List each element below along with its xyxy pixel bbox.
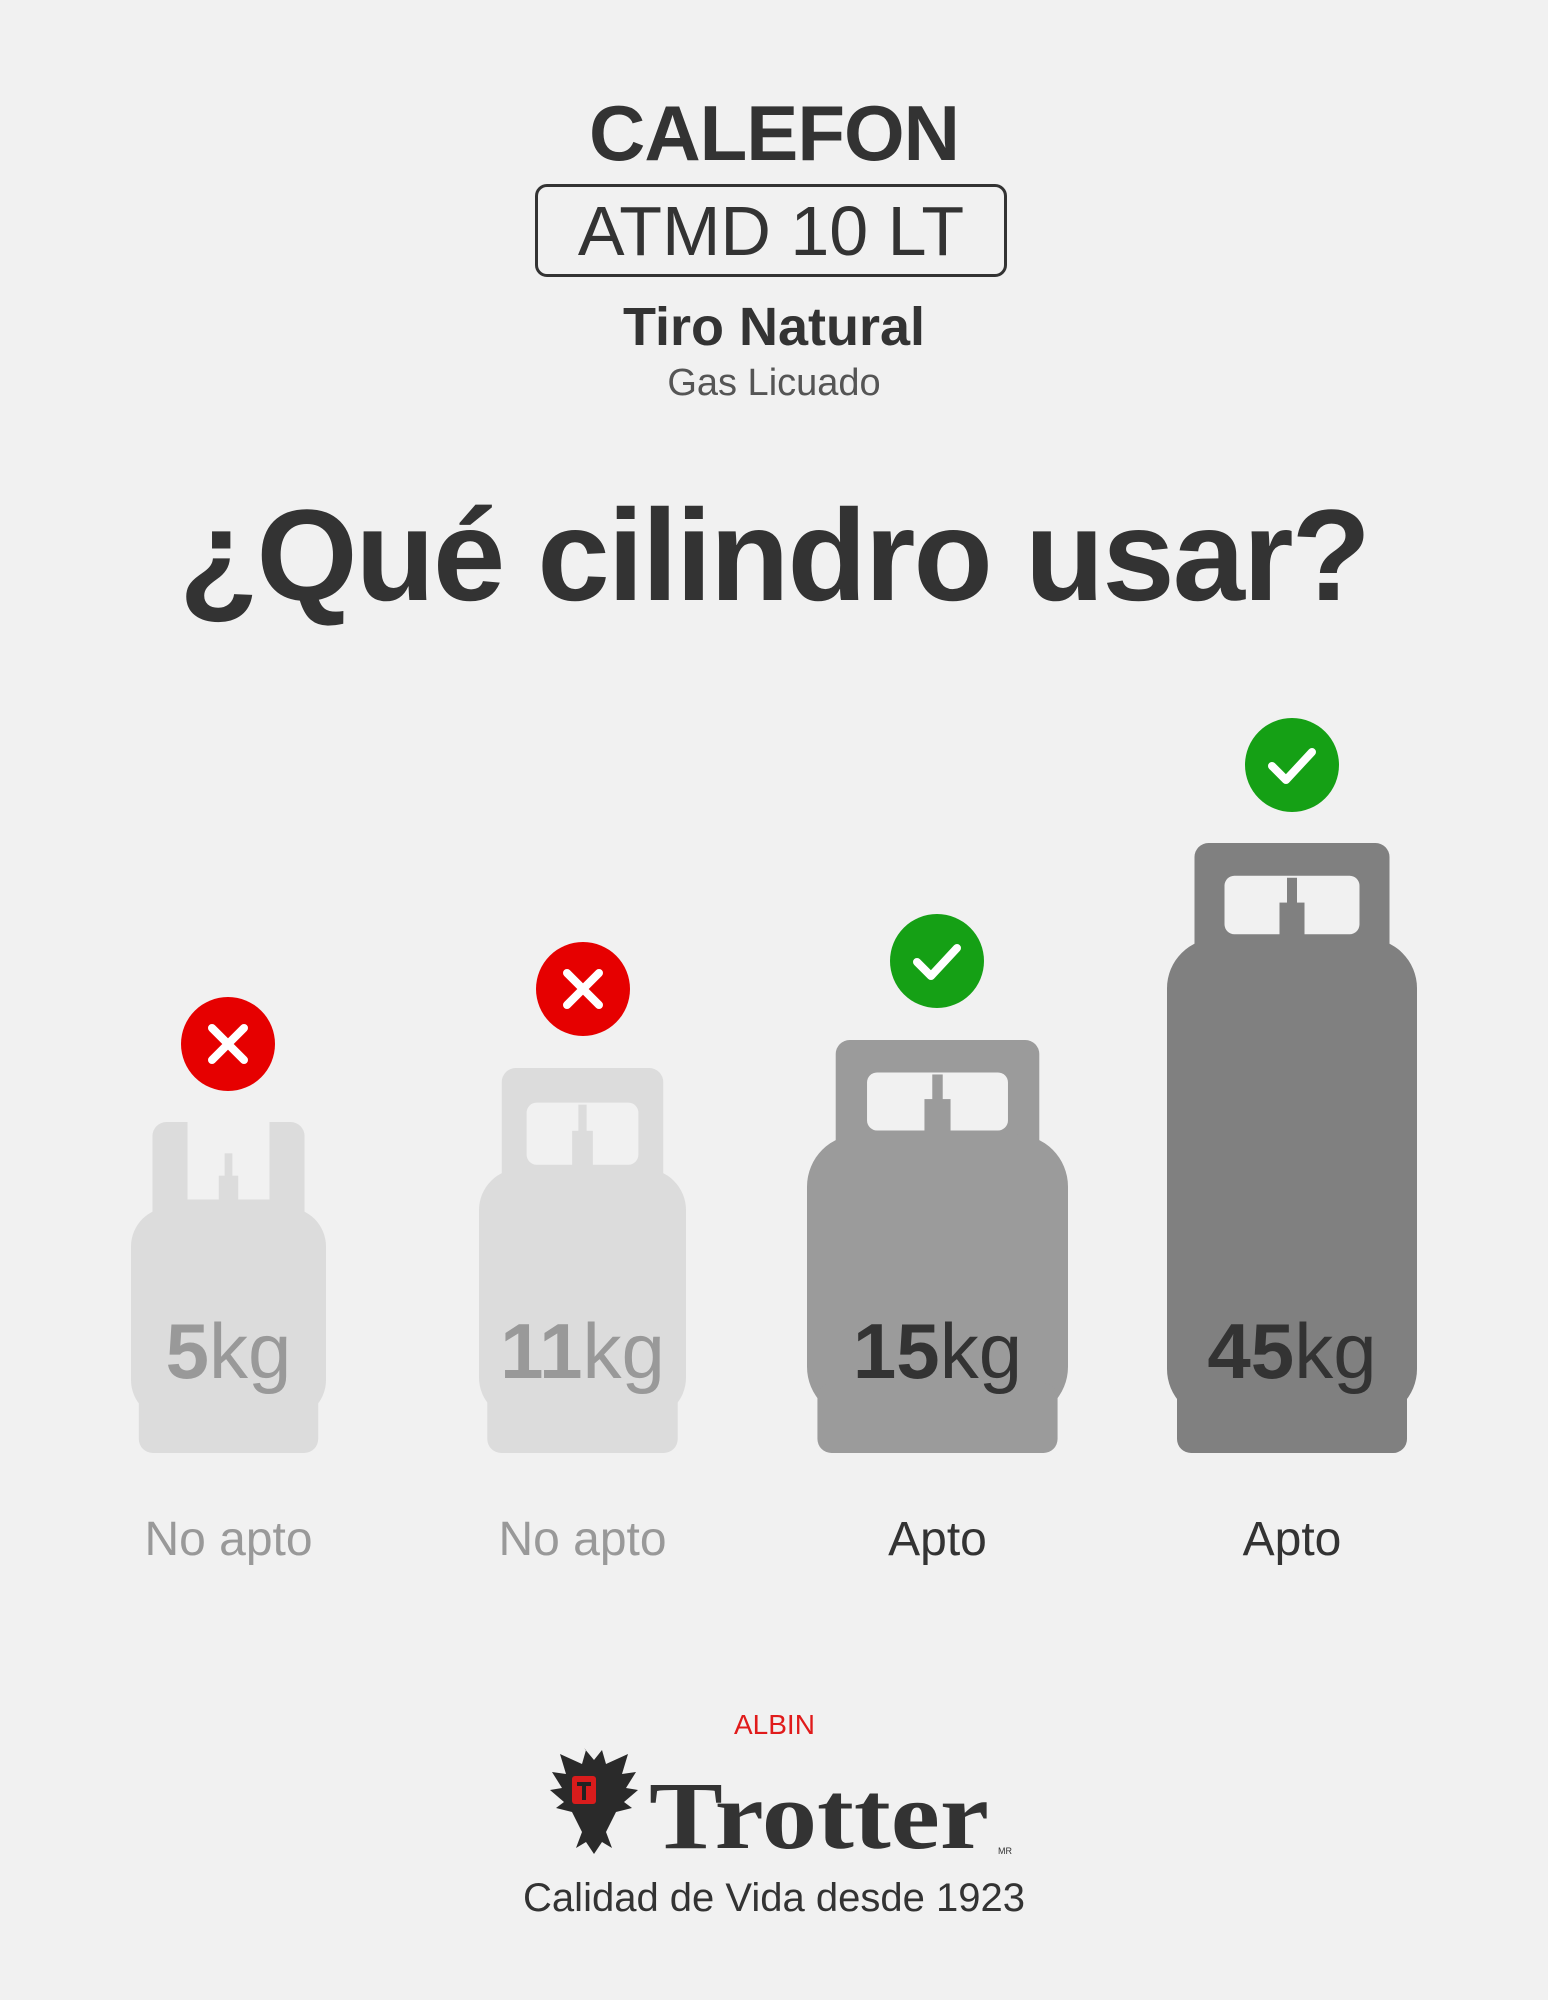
- x-circle-icon: [181, 997, 275, 1091]
- status-label: No apto: [498, 1513, 667, 1566]
- cylinder-5kg: 5kg: [131, 1122, 326, 1453]
- weight-number: 45: [1207, 1307, 1295, 1395]
- gas-cylinder-icon: [131, 1122, 326, 1453]
- weight-number: 5: [165, 1307, 209, 1395]
- cylinder-weight: 45kg: [1167, 1306, 1417, 1397]
- model-label: ATMD 10 LT: [577, 191, 965, 270]
- gas-type: Gas Licuado: [667, 362, 881, 404]
- x-circle-icon: [536, 942, 630, 1036]
- gas-cylinder-icon: [479, 1068, 686, 1453]
- cylinder-45kg: 45kg: [1167, 843, 1417, 1453]
- status-label: No apto: [144, 1513, 313, 1566]
- cylinder-11kg: 11kg: [479, 1068, 686, 1453]
- status-label: Apto: [888, 1513, 987, 1566]
- weight-unit: kg: [582, 1307, 665, 1395]
- gas-cylinder-icon: [1167, 843, 1417, 1453]
- product-title: CALEFON: [589, 89, 960, 177]
- status-label: Apto: [1242, 1513, 1342, 1566]
- check-circle-icon: [1245, 718, 1339, 812]
- draft-type: Tiro Natural: [622, 297, 926, 357]
- cylinder-15kg: 15kg: [807, 1040, 1068, 1453]
- eagle-emblem-icon: [550, 1748, 638, 1854]
- cylinder-weight: 5kg: [131, 1306, 326, 1397]
- weight-unit: kg: [1294, 1307, 1377, 1395]
- logo-mark: MR: [998, 1846, 1012, 1856]
- gas-cylinder-icon: [807, 1040, 1068, 1453]
- logo-albin: ALBIN: [734, 1709, 815, 1740]
- albin-trotter-logo: ALBIN Trotter MR: [524, 1708, 1024, 1869]
- weight-number: 15: [852, 1307, 940, 1395]
- weight-unit: kg: [209, 1307, 292, 1395]
- main-heading: ¿Qué cilindro usar?: [179, 482, 1371, 628]
- model-box: ATMD 10 LT: [535, 184, 1007, 277]
- tagline: Calidad de Vida desde 1923: [523, 1876, 1025, 1920]
- weight-unit: kg: [939, 1307, 1023, 1395]
- logo-trotter: Trotter: [649, 1762, 989, 1860]
- check-circle-icon: [890, 914, 984, 1008]
- weight-number: 11: [500, 1307, 583, 1395]
- cylinder-weight: 15kg: [807, 1306, 1068, 1397]
- cylinder-weight: 11kg: [479, 1306, 686, 1397]
